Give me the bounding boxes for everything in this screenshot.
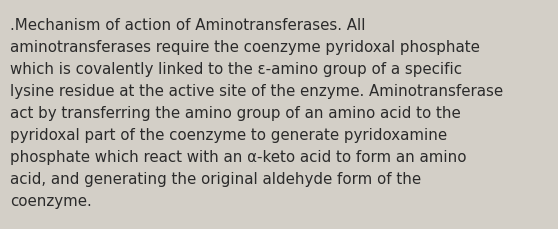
Text: aminotransferases require the coenzyme pyridoxal phosphate: aminotransferases require the coenzyme p… [10, 40, 480, 55]
Text: lysine residue at the active site of the enzyme. Aminotransferase: lysine residue at the active site of the… [10, 84, 503, 98]
Text: which is covalently linked to the ε-amino group of a specific: which is covalently linked to the ε-amin… [10, 62, 462, 77]
Text: coenzyme.: coenzyme. [10, 193, 92, 208]
Text: phosphate which react with an α-keto acid to form an amino: phosphate which react with an α-keto aci… [10, 149, 466, 164]
Text: act by transferring the amino group of an amino acid to the: act by transferring the amino group of a… [10, 106, 461, 120]
Text: pyridoxal part of the coenzyme to generate pyridoxamine: pyridoxal part of the coenzyme to genera… [10, 128, 447, 142]
Text: acid, and generating the original aldehyde form of the: acid, and generating the original aldehy… [10, 171, 421, 186]
Text: .Mechanism of action of Aminotransferases. All: .Mechanism of action of Aminotransferase… [10, 18, 365, 33]
